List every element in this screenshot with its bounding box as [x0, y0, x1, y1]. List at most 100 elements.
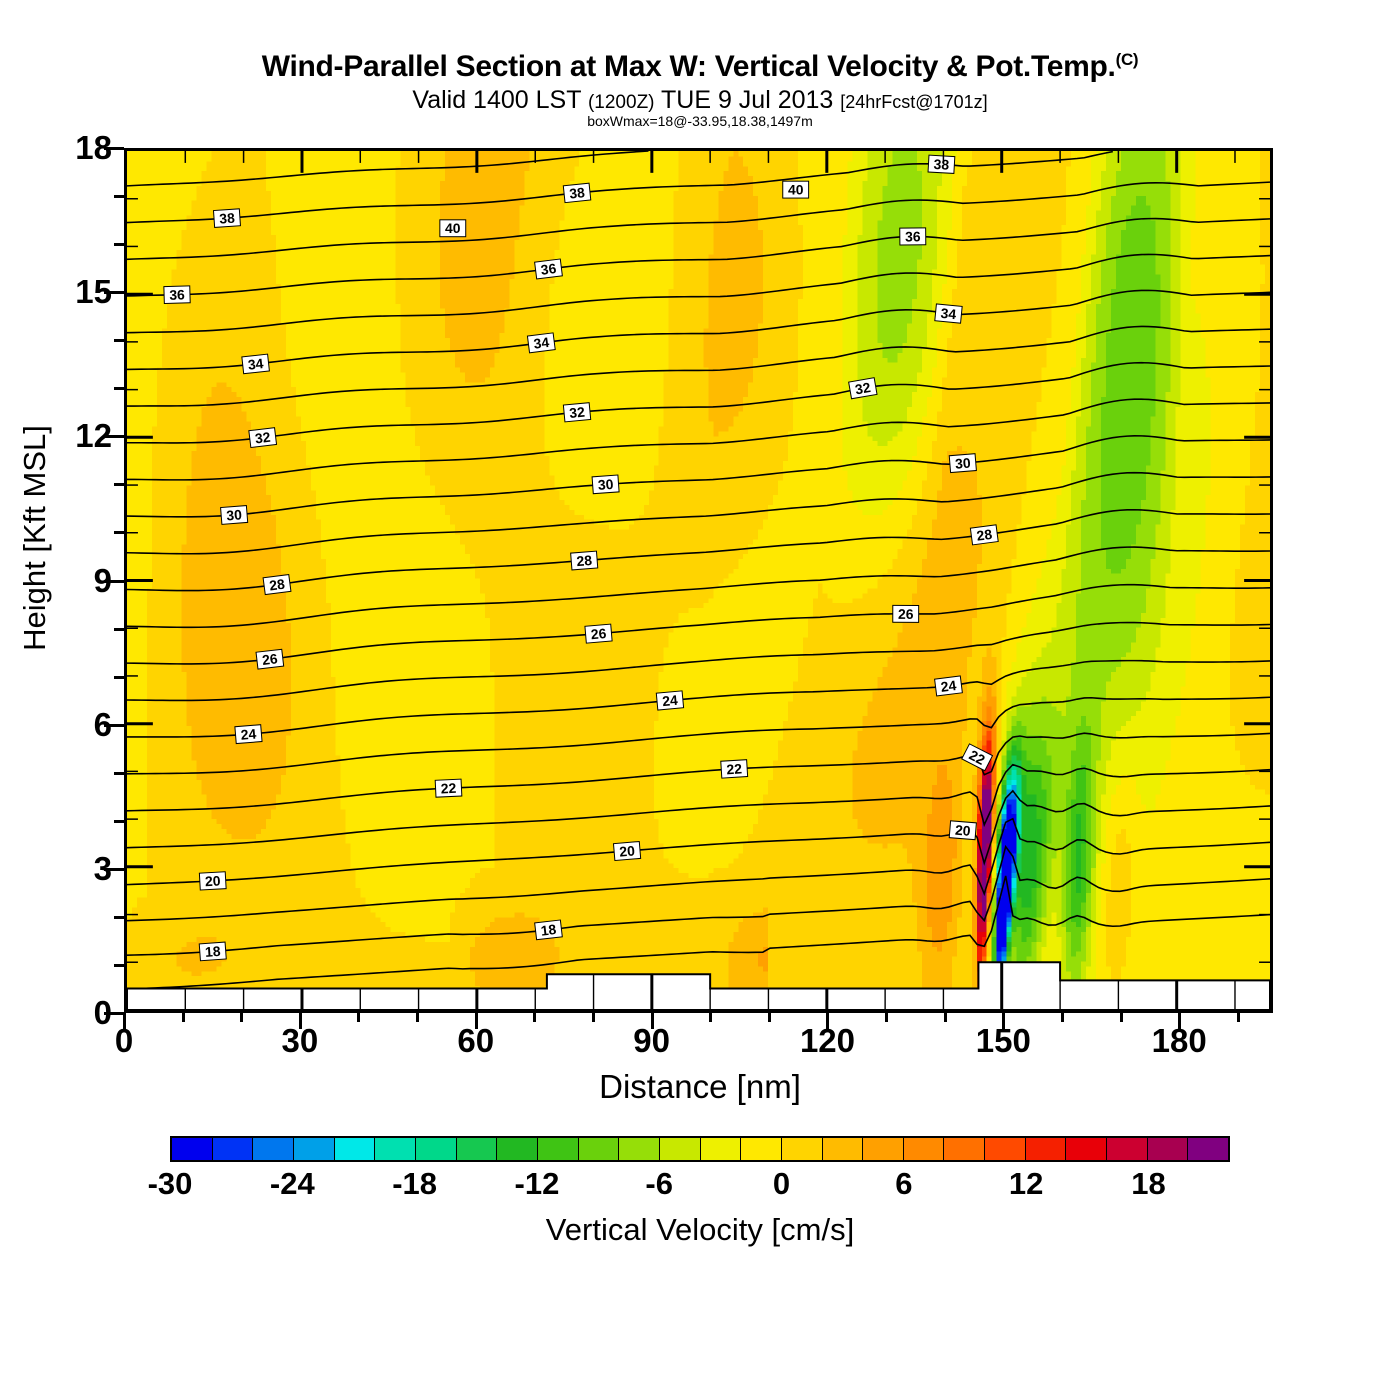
contour-label-value: 22	[440, 780, 456, 797]
y-axis-tick	[104, 291, 124, 295]
valid-date: TUE 9 Jul 2013	[654, 86, 841, 114]
theta-contour-line	[127, 289, 1270, 371]
colorbar-swatch	[822, 1138, 864, 1160]
contour-label-chip	[534, 919, 563, 941]
theta-contour-line	[127, 621, 1270, 702]
x-axis-minor-tick	[1060, 1013, 1064, 1022]
theta-contour-line	[127, 398, 1270, 481]
theta-contour-line	[127, 844, 1270, 956]
y-axis-tick-label: 6	[93, 705, 112, 743]
contour-label: 38	[927, 154, 956, 174]
y-axis-tick	[104, 147, 124, 150]
y-axis-minor-tick	[114, 675, 124, 679]
contour-label: 36	[163, 285, 191, 305]
theta-contour-line	[127, 253, 1270, 334]
x-axis-tick	[123, 1013, 126, 1029]
colorbar-swatch	[293, 1138, 335, 1160]
colorbar	[170, 1136, 1230, 1162]
theta-contour-line	[127, 583, 1270, 665]
contour-label: 22	[434, 778, 463, 798]
contour-label-value: 18	[540, 921, 557, 939]
colorbar-swatch	[456, 1138, 498, 1160]
contour-label-value: 24	[940, 677, 958, 695]
contour-label-chip	[241, 353, 270, 375]
colorbar-tick-label: 6	[895, 1166, 913, 1201]
theta-contour-line	[127, 325, 1270, 407]
contour-label-chip	[248, 427, 278, 449]
contour-label: 28	[570, 550, 599, 571]
theta-contour-line	[127, 181, 1270, 261]
contour-label-chip	[961, 743, 994, 772]
x-axis-minor-tick	[1119, 1013, 1123, 1022]
contour-label-value: 38	[569, 184, 586, 202]
contour-label: 26	[892, 604, 920, 623]
copyright-mark: (C)	[1115, 50, 1139, 69]
colorbar-swatch	[1147, 1138, 1189, 1160]
colorbar-swatch	[172, 1138, 213, 1160]
colorbar-title: Vertical Velocity [cm/s]	[545, 1212, 855, 1247]
contour-label-value: 24	[240, 725, 257, 742]
contour-label-value: 28	[576, 552, 593, 569]
y-axis-minor-tick	[114, 627, 124, 631]
theta-contour-line	[127, 508, 1270, 592]
contour-label-value: 30	[597, 476, 614, 493]
contour-label-chip	[934, 303, 963, 324]
subtitle-boxwmax: boxWmax=18@-33.95,18.38,1497m	[587, 113, 813, 129]
contour-label-value: 38	[933, 156, 950, 173]
x-axis-title: Distance [nm]	[599, 1068, 801, 1105]
contour-label-chip	[570, 550, 599, 571]
contour-label-chip	[163, 285, 191, 305]
contour-label: 26	[584, 623, 613, 644]
y-axis-tick-label: 0	[93, 994, 112, 1031]
contour-label-value: 32	[569, 404, 586, 421]
contour-label: 38	[562, 182, 592, 204]
terrain-profile	[127, 961, 1270, 1010]
x-axis-minor-tick	[1236, 1013, 1240, 1022]
x-axis-minor-tick	[240, 1013, 244, 1022]
theta-contour-line	[127, 435, 1270, 518]
y-axis-tick	[104, 579, 124, 583]
contour-label-value: 36	[905, 228, 921, 244]
title-main-text: Wind-Parallel Section at Max W: Vertical…	[261, 50, 1116, 83]
contour-label-value: 18	[204, 943, 221, 960]
contour-label-chip	[934, 675, 963, 697]
contour-label-chip	[439, 219, 467, 238]
contour-label-chip	[948, 453, 977, 474]
contour-label: 22	[720, 759, 749, 779]
y-axis-tick-label: 12	[75, 417, 112, 455]
contour-label-chip	[562, 402, 592, 423]
contour-label-value: 28	[268, 576, 286, 594]
contour-label-chip	[782, 180, 810, 199]
valid-z-time: (1200Z)	[587, 92, 655, 113]
contour-label-chip	[212, 208, 241, 228]
y-axis-minor-tick	[114, 483, 124, 487]
theta-contour-line	[127, 732, 1270, 812]
contour-label-value: 28	[976, 526, 994, 544]
y-axis-tick-label: 3	[93, 849, 112, 887]
x-axis-minor-tick	[181, 1013, 185, 1022]
top-axis-ticks	[127, 151, 1270, 963]
y-axis-minor-tick	[114, 771, 124, 775]
contour-label: 22	[961, 743, 994, 772]
contour-label-chip	[584, 623, 613, 644]
contour-label-value: 20	[954, 822, 971, 839]
contour-label: 24	[655, 690, 685, 711]
contour-label-value: 40	[445, 220, 461, 236]
contour-label-chip	[234, 724, 263, 745]
terrain-polygon	[127, 961, 1270, 1010]
colorbar-swatch	[212, 1138, 254, 1160]
contour-label-chip	[899, 227, 927, 246]
colorbar-swatch	[1066, 1138, 1108, 1160]
contour-label-chip	[562, 182, 592, 204]
y-axis-minor-tick	[114, 915, 124, 919]
colorbar-tick-label: -24	[269, 1166, 315, 1201]
contour-label-chip	[612, 841, 642, 862]
y-axis-tick	[104, 435, 124, 439]
contour-label: 32	[848, 377, 878, 400]
y-axis-minor-tick	[114, 339, 124, 343]
contour-label-value: 38	[219, 210, 236, 227]
colorbar-swatch	[537, 1138, 579, 1160]
y-axis-minor-tick	[114, 195, 124, 199]
y-axis-tick-label: 18	[75, 129, 112, 166]
y-axis-tick-label: 9	[93, 561, 112, 599]
